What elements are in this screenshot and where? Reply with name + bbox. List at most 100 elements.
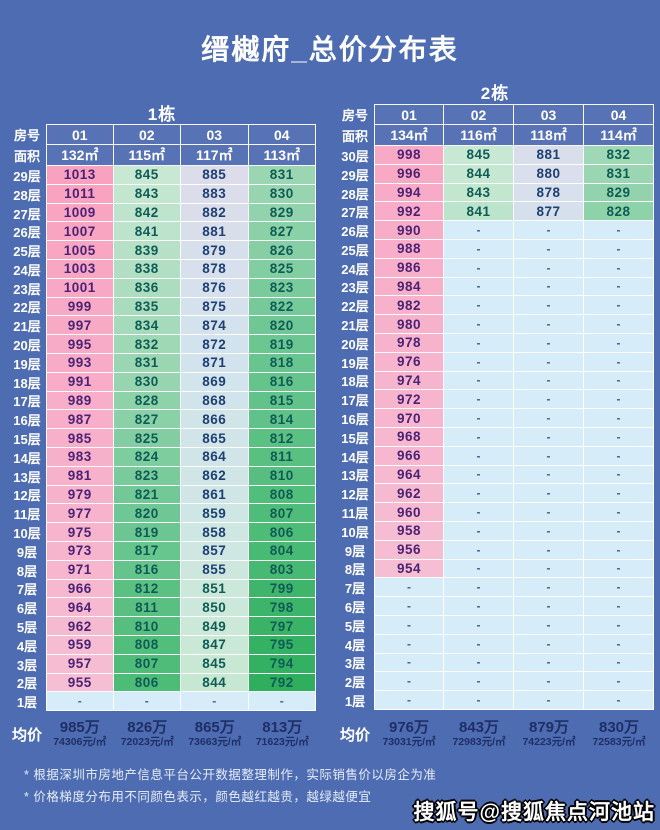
price-cell: 806 bbox=[248, 523, 316, 542]
price-cell: 982 bbox=[374, 296, 444, 316]
price-cell: 878 bbox=[181, 259, 249, 279]
price-cell: 977 bbox=[46, 504, 114, 524]
price-cell: 958 bbox=[374, 521, 444, 541]
floor-label: 3层 bbox=[16, 657, 38, 673]
average-total-price: 830万 bbox=[598, 719, 640, 736]
price-cell: 876 bbox=[181, 278, 249, 298]
price-cell: - bbox=[584, 691, 654, 710]
price-cell: - bbox=[514, 503, 584, 522]
price-cell: 841 bbox=[113, 222, 181, 242]
price-cell: 999 bbox=[46, 297, 114, 317]
price-cell: 997 bbox=[46, 316, 114, 336]
price-cell: - bbox=[444, 390, 514, 410]
price-cell: - bbox=[514, 597, 584, 616]
price-cell: 981 bbox=[46, 466, 114, 486]
floor-label: 3层 bbox=[344, 656, 366, 672]
price-cell: 832 bbox=[113, 335, 181, 354]
floor-label: 15层 bbox=[341, 430, 369, 446]
price-cell: 993 bbox=[46, 353, 114, 373]
price-cell: 807 bbox=[248, 504, 316, 524]
price-cell: 797 bbox=[248, 617, 316, 636]
average-label: 均价 bbox=[11, 726, 42, 744]
price-cell: 843 bbox=[444, 183, 514, 203]
price-cell: 843 bbox=[113, 184, 181, 204]
unit-area-cell: 113㎡ bbox=[248, 145, 316, 166]
average-unit-price: 72983元/㎡ bbox=[452, 736, 506, 748]
average-unit-price: 73663元/㎡ bbox=[188, 736, 242, 748]
price-cell: 828 bbox=[584, 202, 654, 222]
price-cell: 825 bbox=[113, 429, 181, 448]
price-cell: 1011 bbox=[46, 184, 114, 204]
price-cell: 811 bbox=[248, 447, 316, 467]
price-cell: - bbox=[584, 409, 654, 428]
average-unit-price: 72023元/㎡ bbox=[120, 736, 174, 748]
floor-label: 29层 bbox=[341, 167, 369, 183]
price-cell: - bbox=[584, 221, 654, 240]
floor-label: 4层 bbox=[16, 638, 38, 654]
price-cell: - bbox=[584, 352, 654, 372]
price-cell: 879 bbox=[181, 241, 249, 260]
price-cell: 970 bbox=[374, 409, 444, 428]
building-2-average-row: 均价 976万 73031元/㎡ 843万 72983元/㎡ 879万 74223元/㎡ 83… bbox=[336, 712, 654, 756]
floor-label: 14层 bbox=[13, 450, 41, 466]
price-cell: 983 bbox=[46, 447, 114, 467]
price-cell: - bbox=[514, 239, 584, 259]
price-cell: - bbox=[584, 239, 654, 259]
floor-label: 4层 bbox=[344, 637, 366, 653]
price-cell: 820 bbox=[248, 316, 316, 336]
price-cell: - bbox=[584, 258, 654, 278]
average-cell: 985万 74306元/㎡ bbox=[46, 712, 114, 756]
price-cell: - bbox=[514, 521, 584, 541]
price-cell: 844 bbox=[444, 164, 514, 184]
floor-label: 2层 bbox=[344, 675, 366, 691]
floor-label: 16层 bbox=[341, 412, 369, 428]
price-cell: - bbox=[514, 352, 584, 372]
floor-label: 16层 bbox=[13, 413, 41, 429]
price-cell: - bbox=[514, 296, 584, 316]
price-cell: 968 bbox=[374, 427, 444, 447]
floor-label: 24层 bbox=[13, 262, 41, 278]
price-cell: 994 bbox=[374, 183, 444, 203]
price-cell: 881 bbox=[514, 146, 584, 165]
page-title: 缙樾府_总价分布表 bbox=[201, 34, 459, 65]
price-cell: - bbox=[584, 427, 654, 447]
price-cell: 824 bbox=[113, 447, 181, 467]
price-cell: - bbox=[514, 446, 584, 466]
price-cell: - bbox=[374, 578, 444, 598]
price-cell: 804 bbox=[248, 541, 316, 561]
floor-label: 20层 bbox=[341, 336, 369, 352]
price-cell: 799 bbox=[248, 579, 316, 599]
price-cell: - bbox=[444, 427, 514, 447]
average-cell: 813万 71623元/㎡ bbox=[249, 712, 317, 756]
floor-label: 20层 bbox=[13, 338, 41, 354]
area-label: 面积 bbox=[13, 149, 40, 164]
price-cell: 842 bbox=[113, 203, 181, 223]
floor-label: 1层 bbox=[16, 695, 38, 711]
floor-label: 10层 bbox=[13, 526, 41, 542]
price-cell: - bbox=[514, 672, 584, 692]
price-cell: 808 bbox=[113, 635, 181, 655]
unit-area-cell: 114㎡ bbox=[584, 125, 654, 146]
price-cell: 845 bbox=[181, 654, 249, 674]
price-cell: - bbox=[584, 540, 654, 560]
price-cell: - bbox=[514, 390, 584, 410]
price-cell: - bbox=[514, 465, 584, 485]
unit-number-header: 01 bbox=[46, 124, 114, 145]
average-total-price: 976万 bbox=[388, 719, 430, 736]
price-cell: 1009 bbox=[46, 203, 114, 223]
average-cell: 826万 72023元/㎡ bbox=[114, 712, 182, 756]
price-cell: - bbox=[374, 597, 444, 616]
price-cell: - bbox=[514, 653, 584, 673]
price-cell: 872 bbox=[181, 335, 249, 354]
price-cell: - bbox=[514, 634, 584, 654]
price-cell: - bbox=[444, 615, 514, 635]
price-cell: - bbox=[444, 371, 514, 391]
price-cell: 807 bbox=[113, 654, 181, 674]
price-cell: 830 bbox=[248, 184, 316, 204]
price-cell: - bbox=[584, 390, 654, 410]
area-label: 面积 bbox=[341, 129, 368, 144]
average-total-price: 843万 bbox=[458, 719, 500, 736]
price-cell: - bbox=[514, 540, 584, 560]
average-total-price: 985万 bbox=[59, 719, 100, 736]
